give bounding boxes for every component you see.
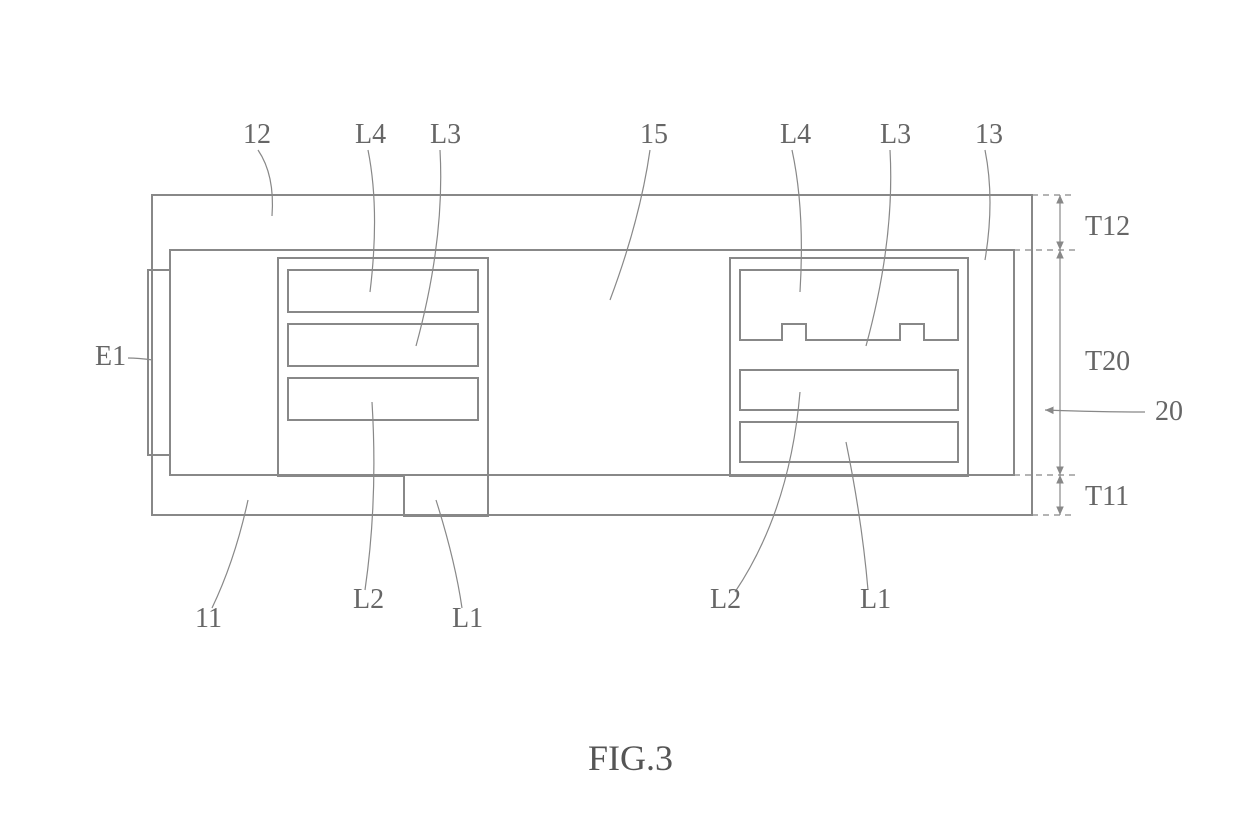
left-bar-l3: [288, 324, 478, 366]
leader-l3b: [866, 150, 891, 346]
label-l3b: L3: [880, 119, 911, 150]
leader-15: [610, 150, 650, 300]
label-l4a: L4: [355, 119, 386, 150]
left-block-outline: [278, 258, 488, 516]
leader-12: [258, 150, 272, 216]
left-bar-l4: [288, 270, 478, 312]
figure-caption: FIG.3: [588, 738, 673, 778]
label-t20: T20: [1085, 346, 1130, 377]
leader-l2a: [365, 402, 374, 590]
label-l3a: L3: [430, 119, 461, 150]
label-12: 12: [243, 119, 271, 150]
middle-layer: [170, 250, 1014, 475]
leader-e1: [128, 358, 153, 360]
label-13: 13: [975, 119, 1003, 150]
label-15: 15: [640, 119, 668, 150]
label-l1a: L1: [452, 603, 483, 634]
right-block-outline: [730, 258, 968, 476]
label-l4b: L4: [780, 119, 811, 150]
leader-11: [212, 500, 248, 608]
leader-l3a: [416, 150, 441, 346]
label-t11: T11: [1085, 481, 1129, 512]
right-bar-l4-notched: [740, 270, 958, 340]
right-bar-l2: [740, 370, 958, 410]
leader-13: [985, 150, 990, 260]
label-l1b: L1: [860, 584, 891, 615]
outer-body: [152, 195, 1032, 515]
label-l2b: L2: [710, 584, 741, 615]
left-bar-l2: [288, 378, 478, 420]
label-20: 20: [1155, 396, 1183, 427]
label-11: 11: [195, 603, 222, 634]
label-l2a: L2: [353, 584, 384, 615]
label-t12: T12: [1085, 211, 1130, 242]
label-e1: E1: [95, 341, 126, 372]
